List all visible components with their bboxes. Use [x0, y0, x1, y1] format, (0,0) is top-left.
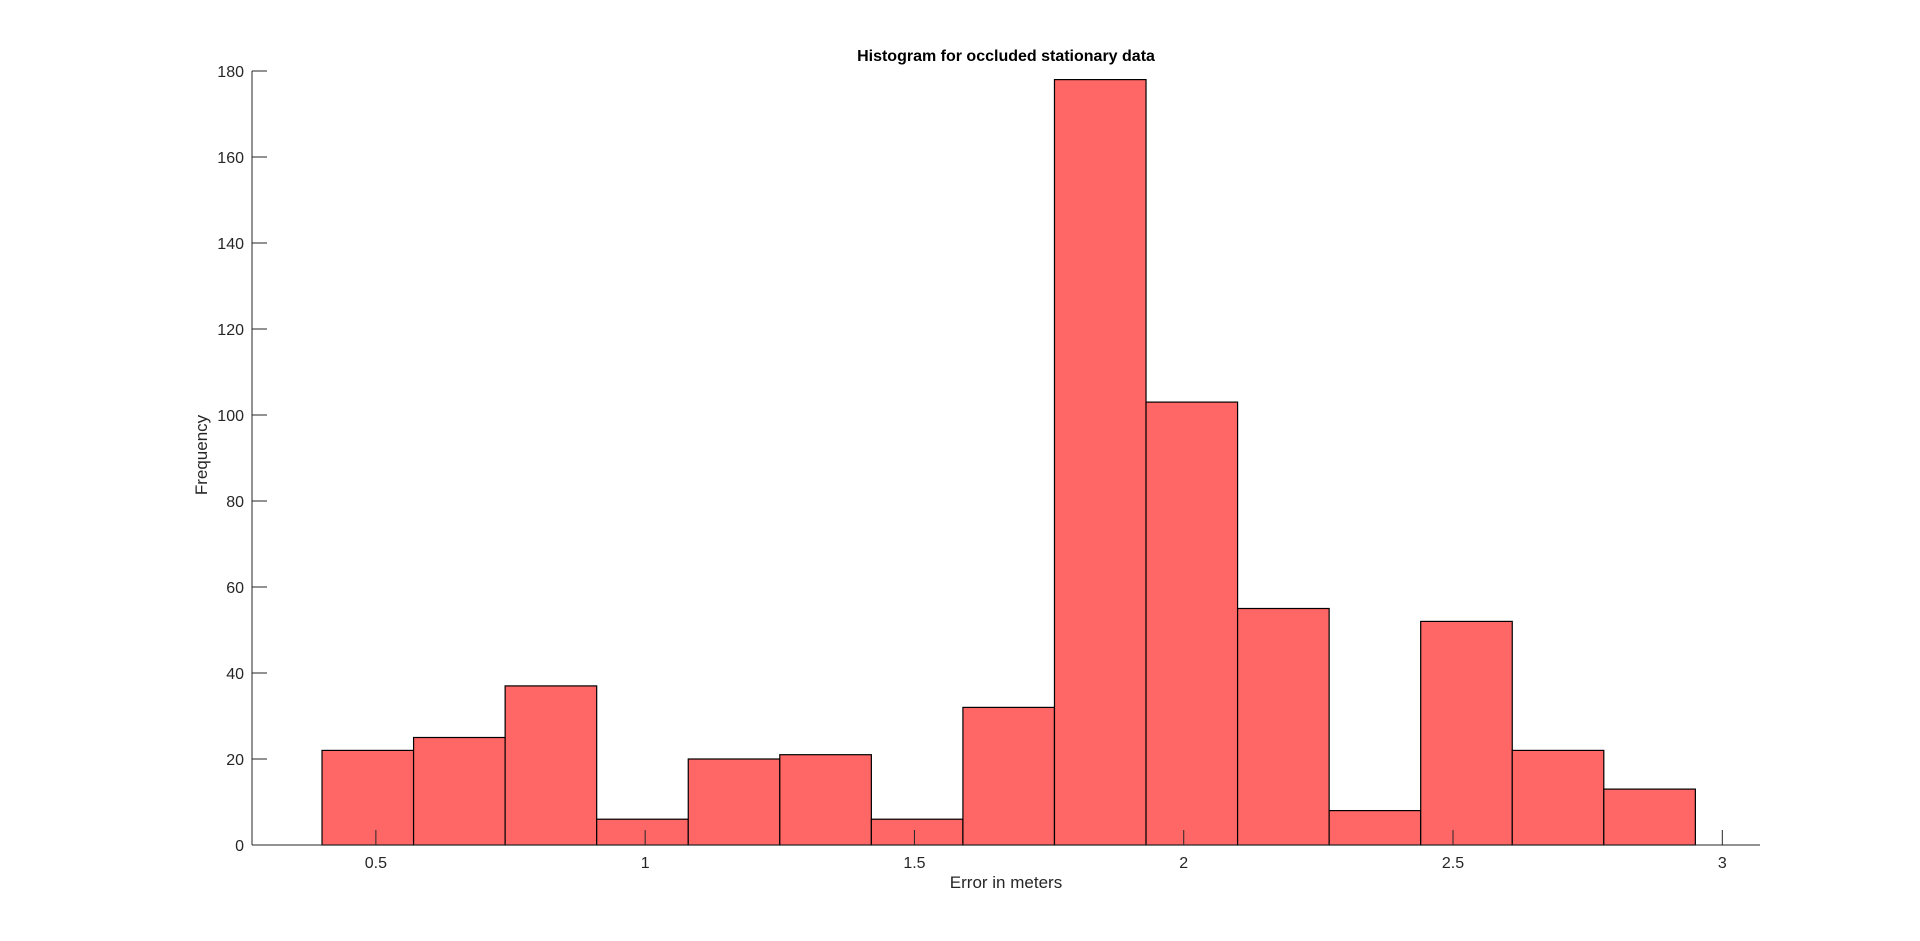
x-tick-label: 3 — [1718, 855, 1727, 872]
y-tick-label: 140 — [217, 236, 244, 253]
histogram-bar — [1511, 749, 1605, 846]
histogram-bar — [1053, 78, 1147, 846]
y-tick-label: 160 — [217, 150, 244, 167]
histogram-bar — [779, 754, 872, 846]
y-tick-label: 20 — [226, 752, 244, 769]
y-tick-label: 80 — [226, 494, 244, 511]
x-axis-label: Error in meters — [950, 873, 1062, 892]
histogram-bar — [1328, 809, 1422, 846]
x-tick-label: 0.5 — [365, 855, 387, 872]
bars-group — [321, 78, 1696, 846]
y-tick-label: 40 — [226, 666, 244, 683]
y-tick-label: 100 — [217, 408, 244, 425]
x-tick-label: 1 — [641, 855, 650, 872]
chart-title: Histogram for occluded stationary data — [857, 48, 1155, 65]
histogram-bar — [412, 736, 506, 846]
histogram-bar — [870, 818, 964, 846]
histogram-bar — [504, 685, 598, 846]
histogram-bar — [1603, 788, 1696, 846]
histogram-bar — [1236, 607, 1330, 846]
histogram-bar — [1420, 620, 1513, 846]
histogram-bar — [687, 758, 781, 846]
axes-group: 0.5 1 1.5 2 2.5 3 0 20 40 60 80 100 120 140 160 180 — [217, 64, 1760, 872]
x-tick-label: 1.5 — [903, 855, 925, 872]
histogram-bar — [1145, 401, 1239, 846]
y-tick-label: 180 — [217, 64, 244, 81]
histogram-bar — [962, 706, 1056, 846]
histogram-bar — [321, 749, 415, 846]
x-tick-label: 2.5 — [1442, 855, 1464, 872]
histogram-bar — [596, 818, 689, 846]
y-tick-label: 120 — [217, 322, 244, 339]
x-tick-label: 2 — [1179, 855, 1188, 872]
y-tick-label: 60 — [226, 580, 244, 597]
y-axis-label: Frequency — [192, 414, 211, 495]
y-tick-label: 0 — [235, 838, 244, 855]
